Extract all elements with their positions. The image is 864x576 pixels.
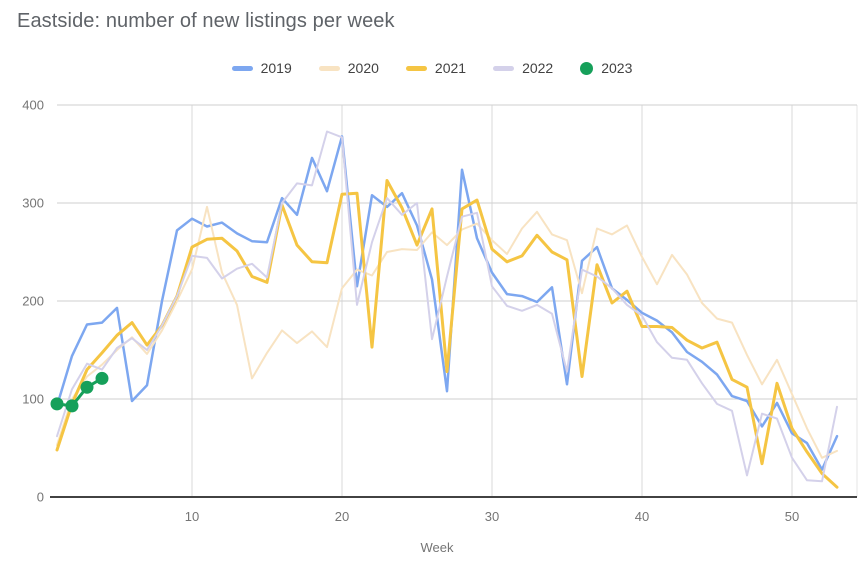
- svg-text:100: 100: [22, 392, 44, 407]
- gridlines: [57, 104, 858, 497]
- legend-swatch-2023: [580, 61, 594, 75]
- legend-item-2021[interactable]: 2021: [405, 60, 467, 76]
- series-2023-point: [65, 399, 79, 413]
- legend-swatch-2022: [493, 65, 515, 71]
- chart-legend: 2019 2020 2021 2022 2023: [0, 60, 864, 76]
- chart-title: Eastside: number of new listings per wee…: [17, 10, 395, 32]
- series-2019: [55, 135, 839, 471]
- svg-text:20: 20: [335, 509, 349, 524]
- legend-label: 2019: [260, 60, 292, 76]
- svg-text:10: 10: [185, 509, 199, 524]
- svg-text:40: 40: [635, 509, 649, 524]
- series-2022-line: [56, 130, 838, 483]
- svg-text:30: 30: [485, 509, 499, 524]
- series-2020: [56, 205, 838, 459]
- legend-item-2023[interactable]: 2023: [580, 60, 632, 76]
- legend-label: 2021: [434, 60, 467, 76]
- svg-text:50: 50: [785, 509, 799, 524]
- series-2021-line: [55, 179, 839, 489]
- series-2023-point: [80, 380, 94, 394]
- svg-text:200: 200: [22, 294, 44, 309]
- series-2023: [50, 371, 109, 413]
- legend-label: 2020: [347, 60, 379, 76]
- legend-swatch-2019: [231, 65, 253, 71]
- legend-item-2020[interactable]: 2020: [318, 60, 379, 76]
- legend-item-2019[interactable]: 2019: [231, 60, 292, 76]
- legend-label: 2023: [601, 60, 633, 76]
- legend-swatch-2021: [405, 65, 427, 71]
- series-2023-line: [55, 376, 104, 408]
- x-axis-tick-labels: 10 20 30 40 50: [185, 509, 799, 524]
- series-2023-point: [95, 371, 109, 385]
- legend-label: 2022: [522, 60, 554, 76]
- y-axis-tick-labels: 0 100 200 300 400: [22, 98, 44, 505]
- legend-swatch-2020: [318, 65, 340, 71]
- svg-text:0: 0: [37, 490, 44, 505]
- x-axis-title: Week: [421, 540, 454, 555]
- series-2020-line: [56, 205, 838, 459]
- series-2023-point: [50, 397, 64, 411]
- series-2019-line: [55, 135, 839, 471]
- series-2021: [55, 179, 839, 489]
- svg-text:300: 300: [22, 196, 44, 211]
- legend-item-2022[interactable]: 2022: [493, 60, 553, 76]
- series-2022: [56, 130, 838, 483]
- svg-text:400: 400: [22, 98, 44, 113]
